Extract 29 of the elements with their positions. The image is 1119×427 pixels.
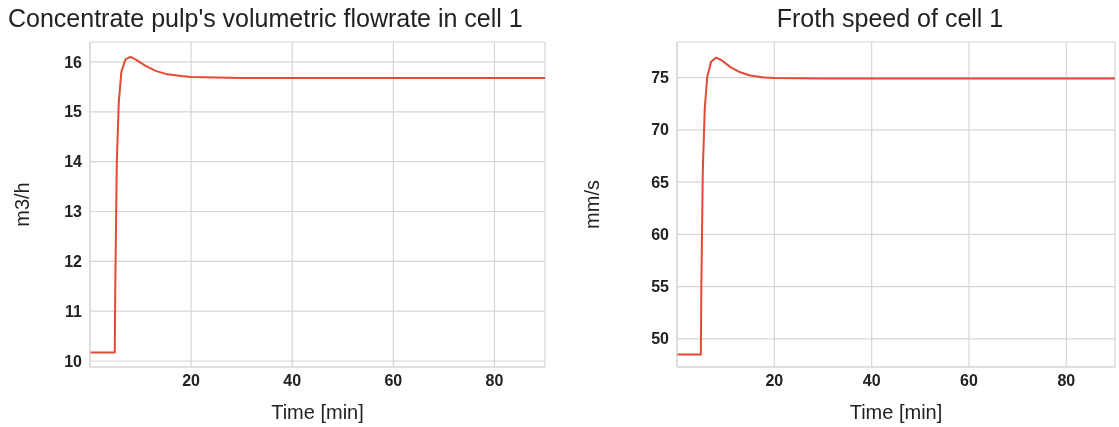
y-tick-label: 10 xyxy=(64,352,83,370)
line-series xyxy=(677,56,1115,356)
y-tick-label: 15 xyxy=(64,103,83,121)
y-tick-label: 60 xyxy=(651,225,670,243)
y-tick-label: 50 xyxy=(651,330,670,348)
y-tick-label: 11 xyxy=(65,302,83,320)
chart-title: Concentrate pulp's volumetric flowrate in cell 1 xyxy=(7,4,524,33)
x-tick-label: 80 xyxy=(485,372,504,390)
x-tick-label: 60 xyxy=(960,372,978,390)
x-tick-label: 60 xyxy=(384,372,403,390)
y-axis-title: m3/h xyxy=(11,182,34,227)
x-tick-label: 80 xyxy=(1057,372,1076,390)
x-tick-label: 20 xyxy=(765,372,784,390)
y-tick-label: 70 xyxy=(651,121,670,139)
y-tick-label: 75 xyxy=(651,69,670,87)
y-tick-label: 16 xyxy=(64,53,83,71)
chart-title: Froth speed of cell 1 xyxy=(775,4,1005,33)
y-axis-title: mm/s xyxy=(581,180,604,229)
x-tick-label: 40 xyxy=(862,372,881,390)
y-tick-label: 65 xyxy=(651,173,670,191)
y-tick-label: 12 xyxy=(64,253,83,271)
x-tick-label: 20 xyxy=(182,372,201,390)
y-tick-label: 55 xyxy=(651,278,670,296)
y-tick-label: 14 xyxy=(64,153,83,171)
y-tick-label: 13 xyxy=(64,203,83,221)
line-series xyxy=(90,55,545,354)
x-axis-title: Time [min] xyxy=(849,401,943,423)
x-axis-title: Time [min] xyxy=(271,401,364,423)
x-tick-label: 40 xyxy=(283,372,302,390)
